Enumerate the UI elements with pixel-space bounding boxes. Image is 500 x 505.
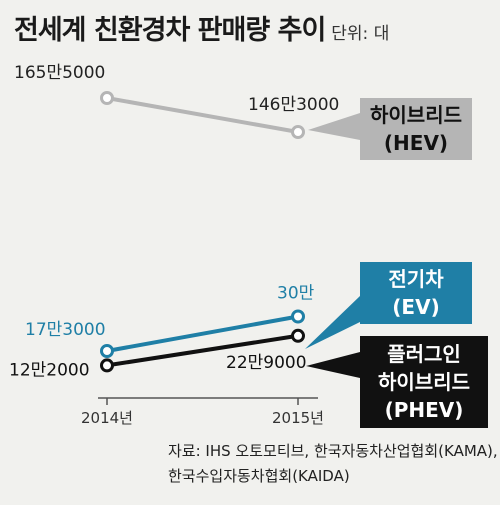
legend-pointer-2 — [306, 352, 360, 378]
data-point-2-1 — [291, 328, 305, 343]
series-line-1 — [106, 314, 299, 353]
unit-label: 단위: 대 — [331, 24, 390, 44]
x-tick-label-1: 2015년 — [272, 409, 324, 427]
series-line-0 — [106, 96, 299, 134]
legend-label-2-0: 플러그인 — [387, 342, 461, 366]
legend-pointer-1 — [305, 296, 360, 349]
legend-label-2-2: (PHEV) — [385, 398, 464, 422]
data-point-1-1 — [291, 309, 305, 324]
legend-label-0-1: (HEV) — [384, 131, 448, 155]
data-point-0-0 — [100, 91, 114, 105]
legend-label-1-1: (EV) — [392, 295, 439, 319]
legend-pointer-0 — [308, 113, 360, 140]
legend-label-2-1: 하이브리드 — [378, 370, 470, 394]
legend-label-1-0: 전기차 — [388, 267, 444, 291]
data-label-0-0: 165만5000 — [14, 63, 105, 83]
legend-box-1 — [360, 262, 472, 324]
series-line-2 — [106, 333, 299, 368]
x-tick-label-0: 2014년 — [81, 409, 133, 427]
source-line-2: 한국수입자동차협회(KAIDA) — [168, 467, 350, 485]
source-line-1: 자료: IHS 오토모티브, 한국자동차산업협회(KAMA), — [168, 442, 498, 460]
data-label-2-1: 22만9000 — [226, 353, 307, 373]
chart-title: 전세계 친환경차 판매량 추이 — [14, 15, 326, 46]
legend-box-2 — [360, 336, 488, 428]
data-label-2-0: 12만2000 — [9, 360, 90, 380]
legend-label-0-0: 하이브리드 — [370, 103, 462, 127]
data-point-2-0 — [100, 358, 114, 373]
data-point-0-1 — [291, 125, 305, 139]
data-label-1-0: 17만3000 — [25, 320, 106, 340]
data-point-1-0 — [100, 344, 114, 358]
title-row: 전세계 친환경차 판매량 추이 단위: 대 — [14, 8, 389, 47]
legend-box-0 — [360, 98, 472, 160]
data-label-0-1: 146만3000 — [248, 95, 339, 115]
data-label-1-1: 30만 — [277, 283, 315, 303]
